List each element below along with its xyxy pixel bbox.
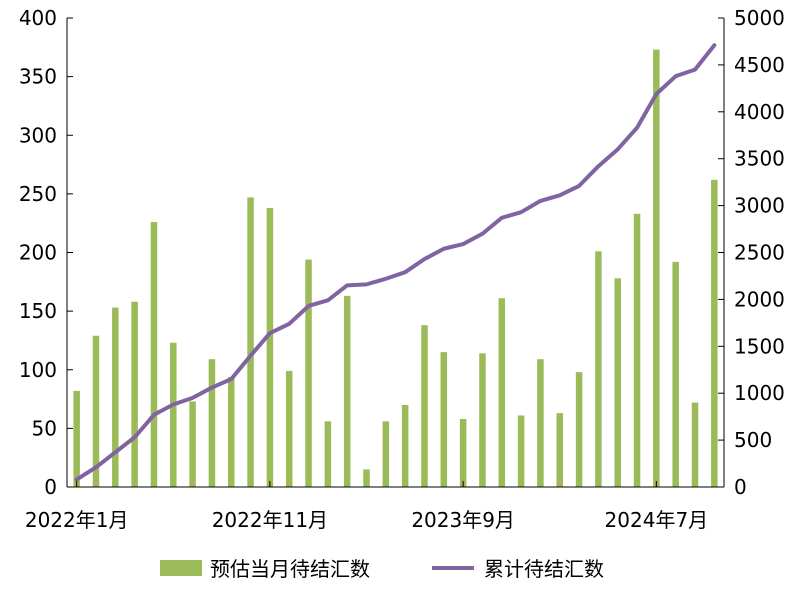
y-left-tick-label: 100 — [19, 358, 57, 382]
y-right-tick-label: 3000 — [734, 194, 785, 218]
legend-label-bar: 预估当月待结汇数 — [210, 557, 370, 581]
bar-3 — [131, 301, 138, 487]
bar-23 — [517, 415, 525, 487]
bar-1 — [92, 335, 100, 487]
bar-30 — [653, 49, 660, 487]
bar-2 — [112, 307, 119, 487]
bar-19 — [440, 352, 448, 487]
legend-swatch-bar — [160, 560, 202, 576]
bar-18 — [421, 325, 428, 487]
y-right-tick-label: 500 — [734, 428, 772, 452]
cumulative-line — [74, 43, 717, 482]
y-left-tick-label: 350 — [19, 65, 57, 89]
bar-17 — [401, 404, 409, 487]
y-right-tick-label: 3500 — [734, 147, 785, 171]
y-right-tick-label: 0 — [734, 475, 747, 499]
bar-32 — [691, 402, 699, 487]
bar-series-monthly — [73, 49, 718, 487]
y-right-tick-label: 5000 — [734, 6, 785, 30]
axes: 0501001502002503003504000500100015002000… — [19, 6, 785, 532]
bar-20 — [459, 419, 467, 487]
x-tick-label: 2022年1月 — [25, 508, 129, 532]
y-left-tick-label: 150 — [19, 299, 57, 323]
bar-25 — [556, 413, 563, 487]
bar-26 — [575, 372, 583, 487]
x-tick-label: 2022年11月 — [212, 508, 328, 532]
bar-16 — [382, 421, 390, 487]
bar-6 — [189, 401, 196, 487]
x-tick-label: 2024年7月 — [605, 508, 709, 532]
y-right-tick-label: 2500 — [734, 241, 785, 265]
y-right-tick-label: 4500 — [734, 53, 785, 77]
legend: 预估当月待结汇数 累计待结汇数 — [160, 557, 604, 581]
y-right-tick-label: 2000 — [734, 287, 785, 311]
y-left-tick-label: 300 — [19, 123, 57, 147]
bar-10 — [266, 207, 274, 487]
y-right-tick-label: 1500 — [734, 334, 785, 358]
bar-11 — [285, 370, 293, 487]
y-left-tick-label: 400 — [19, 6, 57, 30]
y-right-tick-label: 4000 — [734, 100, 785, 124]
bar-8 — [228, 376, 235, 487]
bar-24 — [537, 359, 544, 487]
line-series-cumulative — [74, 43, 717, 482]
bar-13 — [324, 421, 332, 487]
bar-28 — [614, 278, 621, 487]
bar-5 — [170, 342, 177, 487]
bar-0 — [73, 390, 80, 487]
y-right-tick-label: 1000 — [734, 381, 785, 405]
x-tick-label: 2023年9月 — [411, 508, 515, 532]
y-left-tick-label: 200 — [19, 241, 57, 265]
bar-22 — [498, 298, 506, 487]
bar-4 — [150, 222, 158, 487]
bar-33 — [711, 179, 718, 487]
bar-27 — [595, 251, 602, 487]
legend-label-line: 累计待结汇数 — [484, 557, 604, 581]
y-left-tick-label: 50 — [32, 416, 57, 440]
bar-15 — [363, 469, 370, 487]
bar-9 — [247, 197, 254, 487]
bar-7 — [208, 359, 216, 487]
bar-21 — [479, 353, 486, 487]
bar-29 — [633, 213, 641, 487]
y-left-tick-label: 250 — [19, 182, 57, 206]
bar-14 — [343, 295, 351, 487]
y-left-tick-label: 0 — [44, 475, 57, 499]
bar-12 — [305, 259, 312, 487]
bar-31 — [672, 261, 679, 487]
